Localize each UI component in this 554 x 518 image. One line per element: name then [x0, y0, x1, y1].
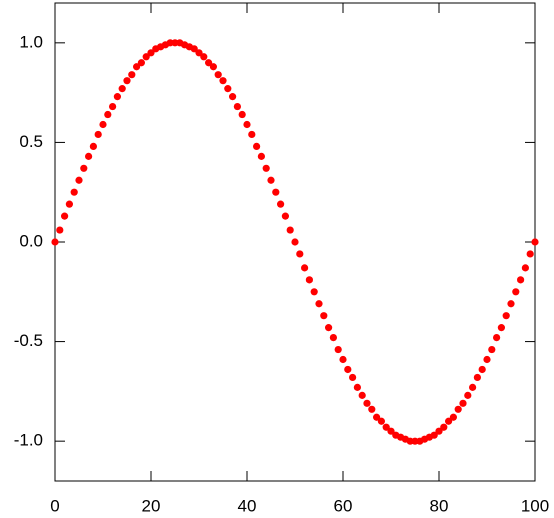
point [65, 200, 73, 208]
point [435, 427, 443, 435]
point [377, 417, 385, 425]
point [133, 63, 141, 71]
point [123, 77, 131, 85]
point [440, 423, 448, 431]
point [358, 391, 366, 399]
point [233, 102, 241, 111]
point [267, 176, 275, 184]
point [281, 212, 289, 220]
point [85, 152, 93, 160]
point [531, 238, 539, 246]
point [430, 431, 438, 439]
point [454, 405, 462, 413]
x-tick-label: 100 [521, 496, 549, 515]
point [502, 312, 510, 320]
x-tick-label: 60 [334, 496, 353, 515]
point [253, 142, 261, 150]
point [517, 276, 525, 284]
y-tick-label: 1.0 [19, 32, 43, 51]
x-tick-label: 80 [430, 496, 449, 515]
point [373, 413, 381, 421]
point [291, 238, 299, 246]
point [70, 188, 78, 196]
point [277, 200, 285, 208]
point [473, 373, 481, 382]
point [56, 226, 64, 234]
point [459, 399, 467, 407]
point [243, 120, 251, 129]
point [296, 250, 304, 258]
point [368, 405, 376, 413]
point [224, 85, 232, 93]
point [497, 324, 505, 332]
point [329, 334, 337, 342]
y-tick-label: -0.5 [14, 331, 43, 350]
point [137, 59, 145, 67]
point [526, 250, 534, 258]
y-tick-label: -1.0 [14, 431, 43, 450]
point [248, 130, 256, 139]
point [209, 63, 217, 71]
x-tick-label: 40 [238, 496, 257, 515]
point [94, 130, 102, 139]
x-tick-label: 20 [142, 496, 161, 515]
point [75, 176, 83, 184]
point [339, 355, 347, 364]
point [190, 45, 198, 53]
point [305, 276, 313, 284]
point [301, 264, 309, 272]
point [387, 427, 395, 435]
point [118, 85, 126, 93]
x-tick-label: 0 [50, 496, 59, 515]
point [469, 383, 477, 391]
point [315, 300, 323, 308]
point [488, 345, 496, 354]
point [142, 53, 150, 61]
point [310, 288, 318, 296]
point [483, 355, 491, 364]
point [320, 312, 328, 320]
point [214, 71, 222, 79]
point [493, 334, 501, 342]
y-tick-label: 0.0 [19, 231, 43, 250]
point [195, 49, 203, 57]
point [99, 120, 107, 129]
point [325, 324, 333, 332]
point [257, 152, 265, 160]
y-tick-label: 0.5 [19, 132, 43, 151]
point [382, 423, 390, 431]
point [464, 391, 472, 399]
point [113, 93, 121, 101]
point [229, 93, 237, 101]
point [449, 413, 457, 421]
point [512, 288, 520, 296]
point [507, 300, 515, 308]
point [334, 345, 342, 354]
point [478, 365, 486, 374]
point [262, 164, 270, 172]
point [51, 238, 59, 246]
point [80, 164, 88, 172]
point [353, 383, 361, 391]
point [109, 102, 117, 111]
point [272, 188, 280, 196]
point [349, 373, 357, 382]
point [238, 110, 246, 119]
point [205, 59, 213, 67]
point [219, 77, 227, 85]
point [89, 142, 97, 150]
point [344, 365, 352, 374]
point [128, 71, 136, 79]
point [200, 53, 208, 61]
point [286, 226, 294, 234]
point [363, 399, 371, 407]
point [521, 264, 530, 272]
point [61, 212, 69, 220]
point [104, 110, 112, 119]
point [147, 49, 155, 57]
point [445, 417, 453, 425]
